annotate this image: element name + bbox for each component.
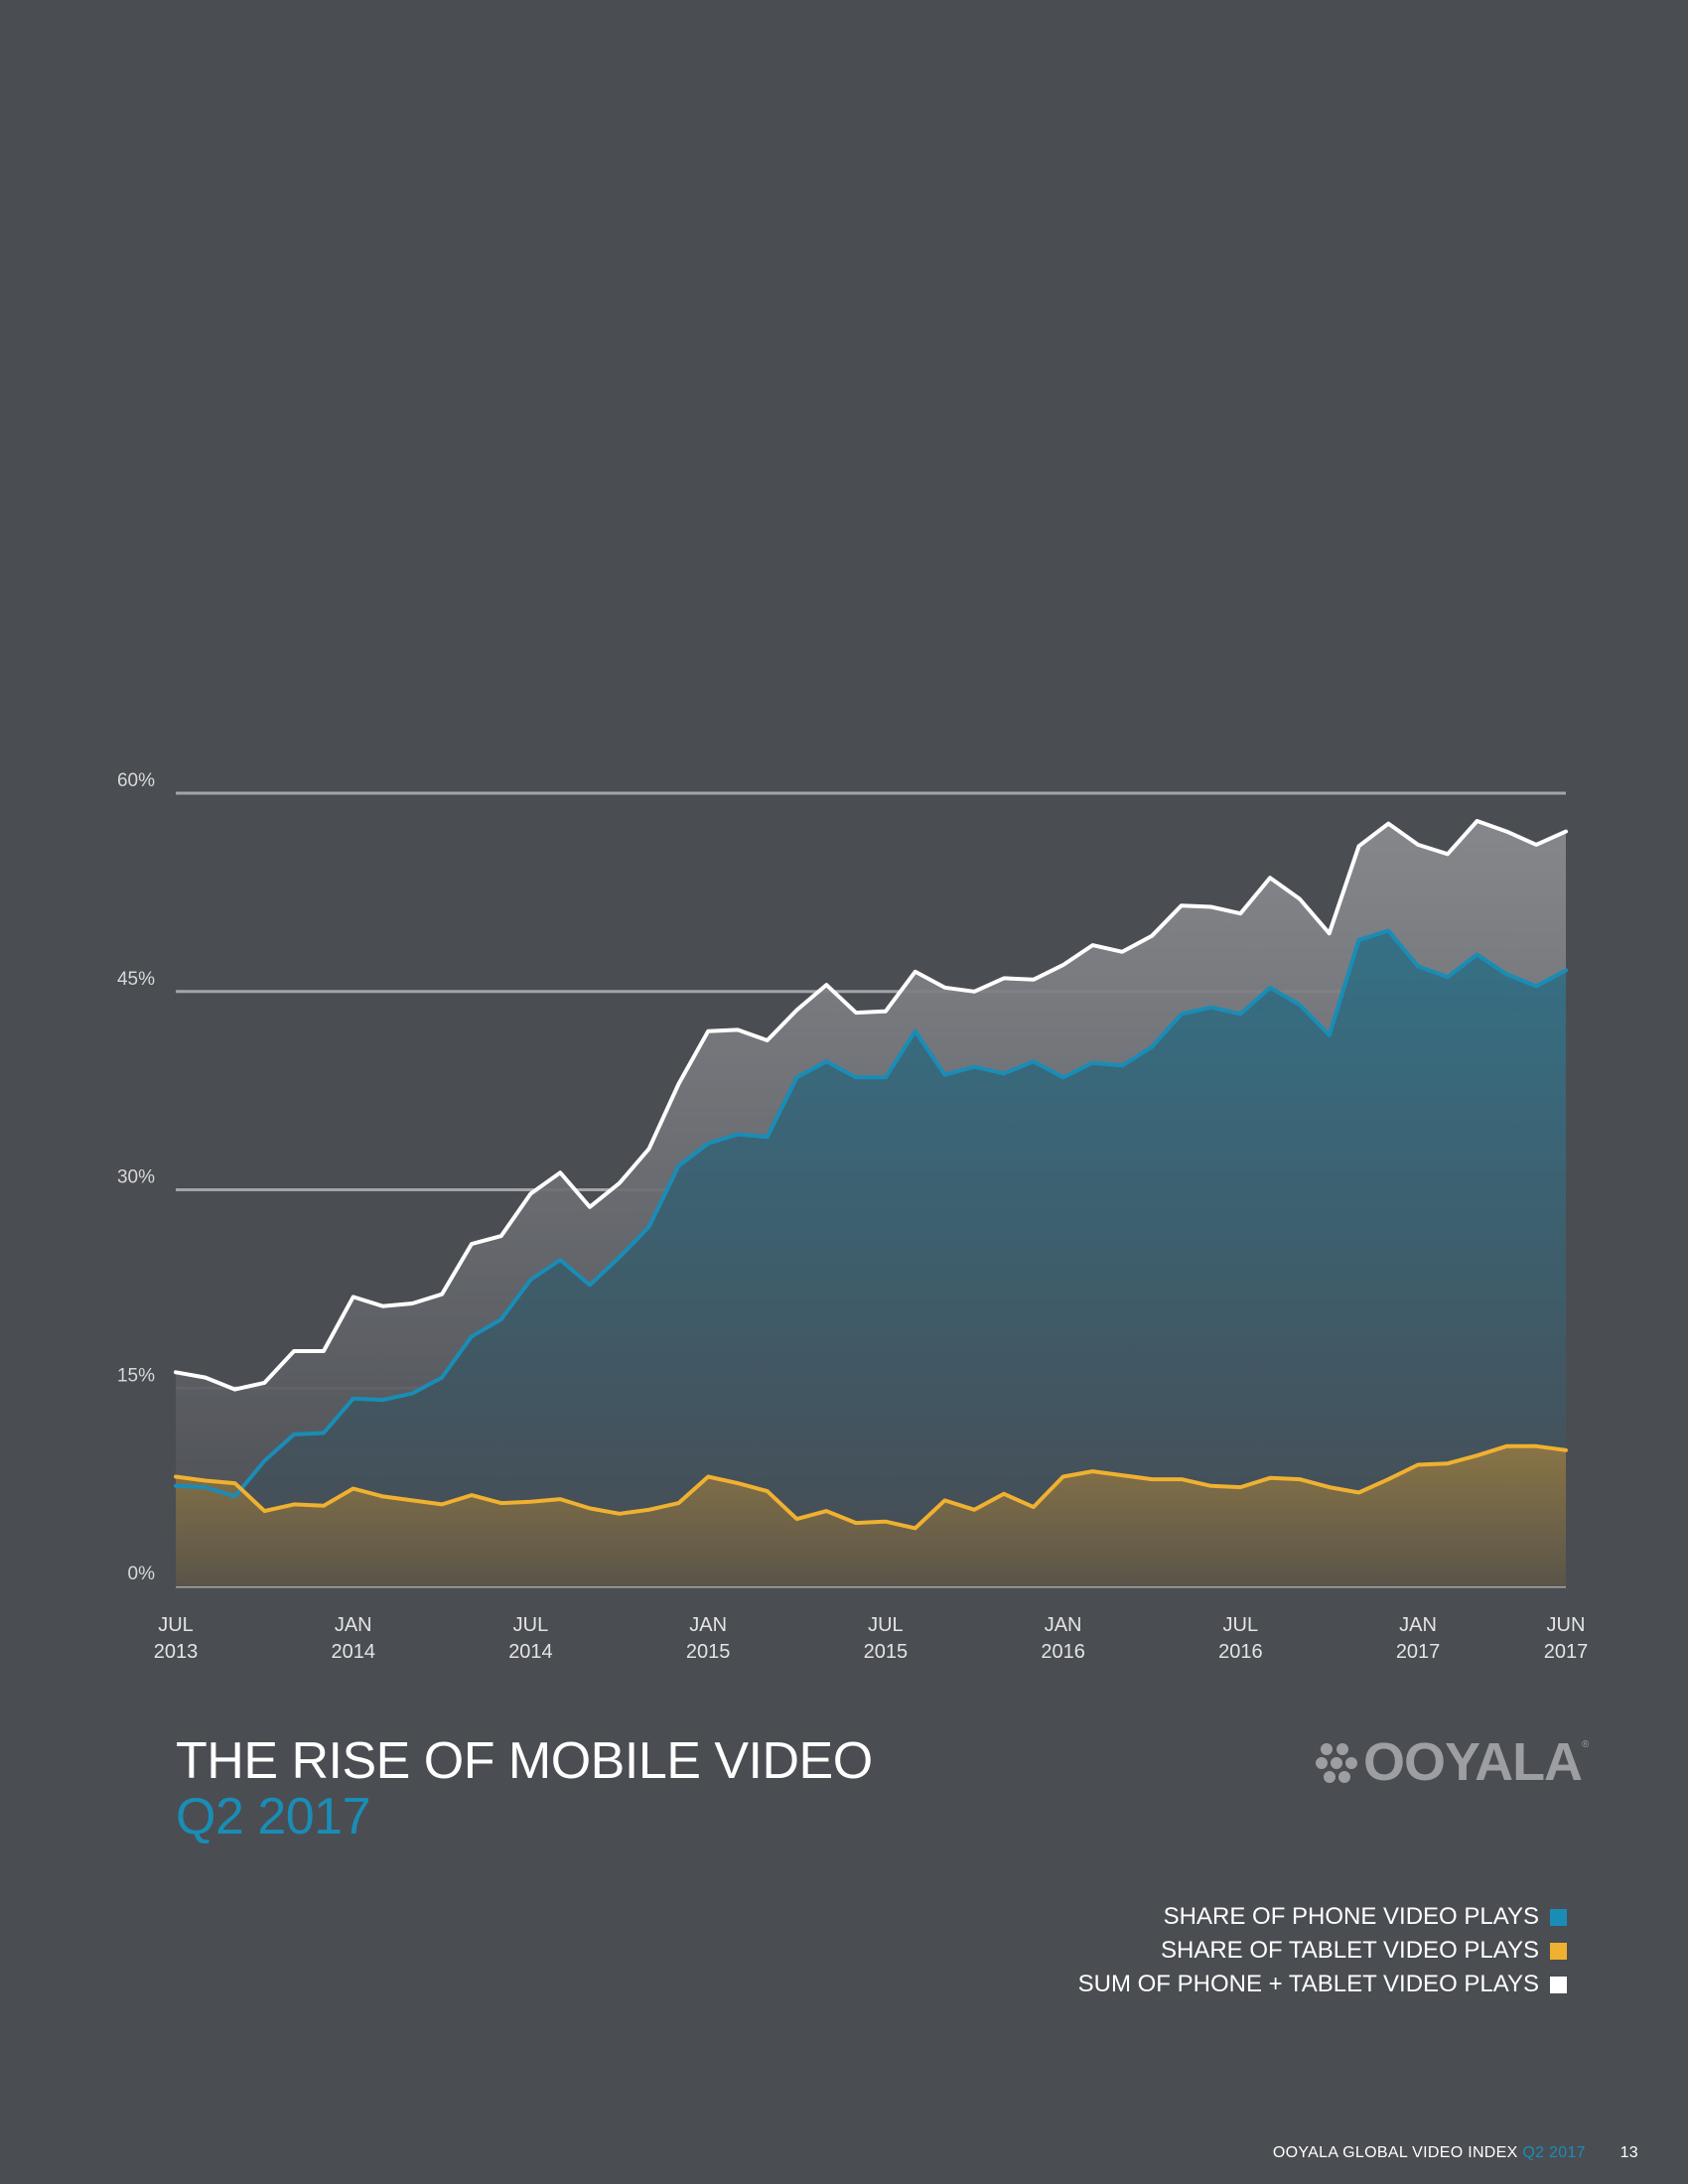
x-tick-year: 2014 xyxy=(331,1641,375,1663)
ooyala-logo-icon xyxy=(1316,1743,1357,1783)
y-tick-label: 15% xyxy=(117,1365,155,1386)
y-tick-label: 0% xyxy=(128,1564,156,1584)
area-tablet xyxy=(176,1445,1566,1586)
legend-item-tablet: SHARE OF TABLET VIDEO PLAYS xyxy=(1161,1937,1567,1965)
page-number: 13 xyxy=(1619,2144,1638,2161)
title-block: THE RISE OF MOBILE VIDEO Q2 2017 xyxy=(176,1733,873,1844)
x-tick-year: 2017 xyxy=(1544,1641,1589,1663)
chart-title: THE RISE OF MOBILE VIDEO xyxy=(176,1732,873,1790)
legend: SHARE OF PHONE VIDEO PLAYS SHARE OF TABL… xyxy=(1078,1903,1567,1998)
line-phone xyxy=(174,928,1568,1499)
x-tick-month: JUN xyxy=(1547,1614,1586,1636)
legend-label-sum: SUM OF PHONE + TABLET VIDEO PLAYS xyxy=(1077,1971,1539,1997)
x-tick-month: JUL xyxy=(513,1614,549,1636)
x-tick-month: JAN xyxy=(335,1614,372,1636)
y-tick-label: 45% xyxy=(117,969,155,990)
x-tick-year: 2015 xyxy=(864,1641,909,1663)
legend-item-sum: SUM OF PHONE + TABLET VIDEO PLAYS xyxy=(1078,1971,1567,1998)
x-tick-year: 2013 xyxy=(154,1641,199,1663)
x-tick-year: 2016 xyxy=(1041,1641,1085,1663)
series-lines xyxy=(174,819,1568,1531)
page-footer: OOYALA GLOBAL VIDEO INDEX Q2 2017 13 xyxy=(1273,2144,1638,2162)
x-axis-ticks: JUL 2013 JAN 2014 JUL 2014 JAN 2015 JUL 2015 JAN 20… xyxy=(154,1614,1589,1663)
y-tick-label: 60% xyxy=(117,770,155,791)
y-axis-ticks: 0% 15% 30% 45% 60% xyxy=(117,770,155,1584)
x-tick-month: JUL xyxy=(1223,1614,1259,1636)
ooyala-logo: OOYALA ® xyxy=(1316,1735,1589,1789)
line-sum xyxy=(174,819,1568,1392)
footer-accent: Q2 2017 xyxy=(1522,2144,1586,2161)
legend-swatch-tablet xyxy=(1550,1942,1567,1960)
legend-label-phone: SHARE OF PHONE VIDEO PLAYS xyxy=(1163,1903,1539,1930)
area-phone xyxy=(176,930,1566,1586)
mobile-video-chart: 0% 15% 30% 45% 60% JUL 2013 JAN 2014 JUL 2014 JAN 2… xyxy=(117,770,1589,1663)
y-tick-label: 30% xyxy=(117,1167,155,1188)
x-tick-month: JAN xyxy=(1399,1614,1437,1636)
legend-swatch-sum xyxy=(1550,1976,1567,1993)
legend-swatch-phone xyxy=(1550,1908,1567,1926)
x-tick-year: 2014 xyxy=(508,1641,553,1663)
legend-label-tablet: SHARE OF TABLET VIDEO PLAYS xyxy=(1160,1937,1539,1964)
footer-text: OOYALA GLOBAL VIDEO INDEX xyxy=(1272,2144,1518,2161)
line-tablet xyxy=(174,1443,1568,1531)
x-tick-month: JUL xyxy=(868,1614,904,1636)
x-tick-month: JAN xyxy=(689,1614,727,1636)
x-tick-month: JUL xyxy=(158,1614,194,1636)
logo-registered-mark: ® xyxy=(1582,1739,1590,1750)
legend-item-phone: SHARE OF PHONE VIDEO PLAYS xyxy=(1164,1903,1567,1931)
x-tick-year: 2017 xyxy=(1396,1641,1441,1663)
x-tick-year: 2015 xyxy=(686,1641,731,1663)
areas xyxy=(176,821,1566,1586)
chart-subtitle: Q2 2017 xyxy=(176,1788,370,1845)
x-tick-year: 2016 xyxy=(1218,1641,1263,1663)
logo-wordmark: OOYALA xyxy=(1363,1732,1583,1792)
x-tick-month: JAN xyxy=(1045,1614,1082,1636)
